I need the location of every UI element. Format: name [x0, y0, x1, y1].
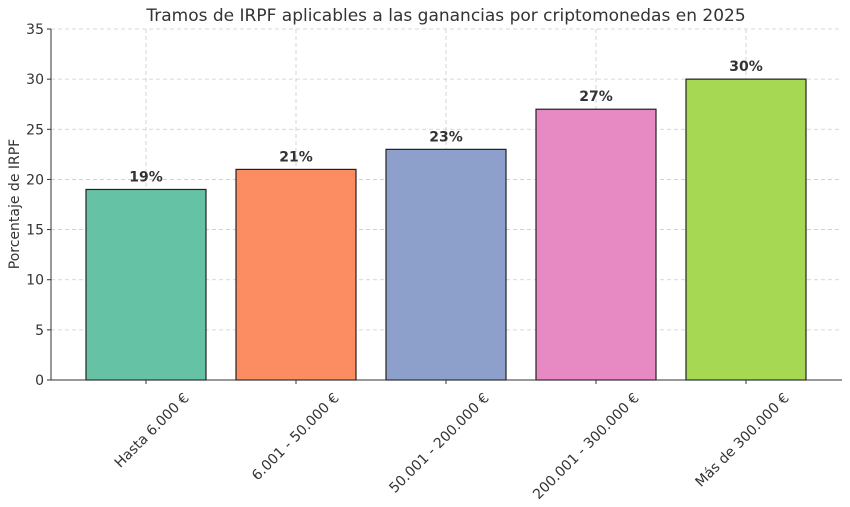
bar: [535, 108, 657, 381]
data-label: 21%: [279, 149, 313, 165]
data-label: 30%: [729, 59, 763, 75]
bar: [385, 148, 507, 381]
x-tick-label: 200.001 - 300.000 €: [530, 390, 643, 503]
data-label: 23%: [429, 129, 463, 145]
x-ticks: Hasta 6.000 € 6.001 - 50.000 € 50.001 - 20…: [112, 380, 793, 503]
data-label: 19%: [129, 169, 163, 185]
data-labels: 19% 21% 23% 27% 30%: [129, 59, 763, 185]
bar: [685, 78, 807, 381]
y-tick-label: 10: [26, 273, 44, 289]
bars: [85, 78, 807, 381]
x-tick-label: Más de 300.000 €: [692, 390, 792, 490]
bar: [235, 168, 357, 381]
y-tick-label: 20: [26, 172, 44, 188]
x-tick-label: 50.001 - 200.000 €: [386, 390, 492, 496]
y-ticks: 0 5 10 15 20 25 30 35: [26, 22, 51, 389]
y-tick-label: 35: [26, 22, 44, 38]
y-tick-label: 30: [26, 72, 44, 88]
chart-title: Tramos de IRPF aplicables a las ganancia…: [145, 6, 745, 26]
y-tick-label: 5: [35, 323, 44, 339]
x-tick-label: Hasta 6.000 €: [112, 390, 193, 471]
data-label: 27%: [579, 89, 613, 105]
y-tick-label: 25: [26, 122, 44, 138]
bar: [85, 188, 207, 381]
y-axis-label: Porcentaje de IRPF: [7, 139, 23, 269]
y-tick-label: 15: [26, 223, 44, 239]
x-tick-label: 6.001 - 50.000 €: [249, 390, 343, 484]
y-tick-label: 0: [35, 373, 44, 389]
